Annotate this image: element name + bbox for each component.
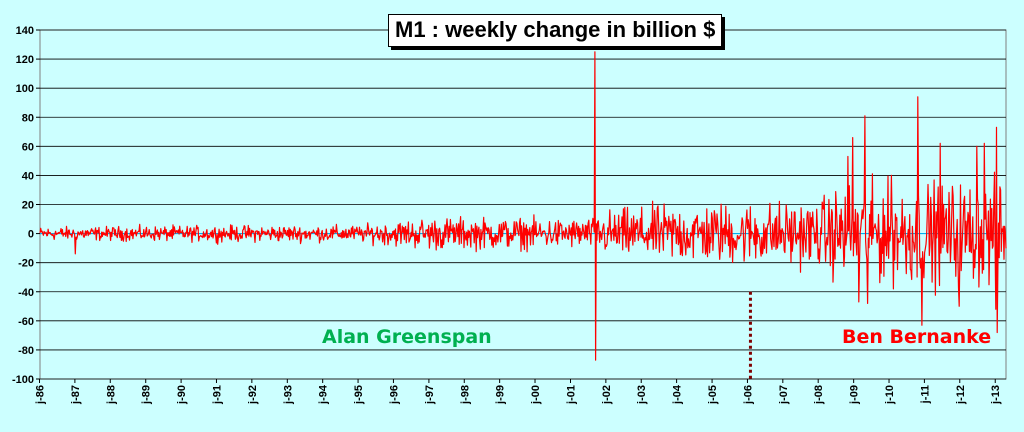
y-tick-label: -100 [12, 374, 34, 386]
x-tick-label: j-08 [813, 385, 825, 405]
x-tick-label: j-05 [707, 385, 719, 405]
y-tick-label: 120 [16, 54, 34, 66]
x-tick-label: j-06 [742, 385, 754, 405]
annotation-bernanke: Ben Bernanke [842, 326, 992, 348]
y-tick-label: 100 [16, 83, 34, 95]
x-tick-label: j-97 [424, 385, 436, 405]
x-tick-label: j-13 [990, 385, 1002, 405]
x-tick-label: j-89 [141, 385, 153, 405]
y-tick-label: -20 [18, 258, 34, 270]
x-tick-label: j-87 [70, 385, 82, 405]
x-tick-label: j-11 [919, 385, 931, 404]
x-tick-label: j-91 [211, 385, 223, 405]
x-tick-label: j-88 [105, 385, 117, 405]
y-tick-label: 0 [28, 229, 34, 241]
x-tick-label: j-93 [282, 385, 294, 405]
x-tick-label: j-02 [601, 385, 613, 405]
y-tick-label: 60 [22, 141, 34, 153]
x-tick-label: j-96 [388, 385, 400, 405]
x-tick-label: j-01 [565, 385, 577, 405]
x-tick-label: j-04 [672, 384, 684, 405]
annotation-greenspan: Alan Greenspan [322, 326, 492, 348]
x-tick-label: j-92 [247, 385, 259, 405]
x-tick-label: j-95 [353, 385, 365, 405]
x-tick-label: j-98 [459, 385, 471, 405]
y-tick-label: 140 [16, 25, 34, 37]
chart-title: M1 : weekly change in billion $ [388, 14, 723, 47]
y-tick-label: 40 [22, 170, 34, 182]
x-tick-label: j-10 [884, 385, 896, 405]
x-tick-label: j-94 [318, 384, 330, 405]
y-tick-label: 80 [22, 112, 34, 124]
x-tick-label: j-90 [176, 385, 188, 405]
x-tick-label: j-86 [35, 385, 47, 405]
x-tick-label: j-99 [495, 385, 507, 405]
x-tick-label: j-03 [636, 385, 648, 405]
x-tick-label: j-09 [849, 385, 861, 405]
x-tick-label: j-00 [530, 385, 542, 405]
y-tick-label: -40 [18, 287, 34, 299]
x-tick-label: j-07 [778, 385, 790, 405]
series-line [39, 51, 1007, 361]
y-tick-label: 20 [22, 200, 34, 212]
x-tick-label: j-12 [955, 385, 967, 405]
y-tick-label: -80 [18, 345, 34, 357]
y-tick-label: -60 [18, 316, 34, 328]
